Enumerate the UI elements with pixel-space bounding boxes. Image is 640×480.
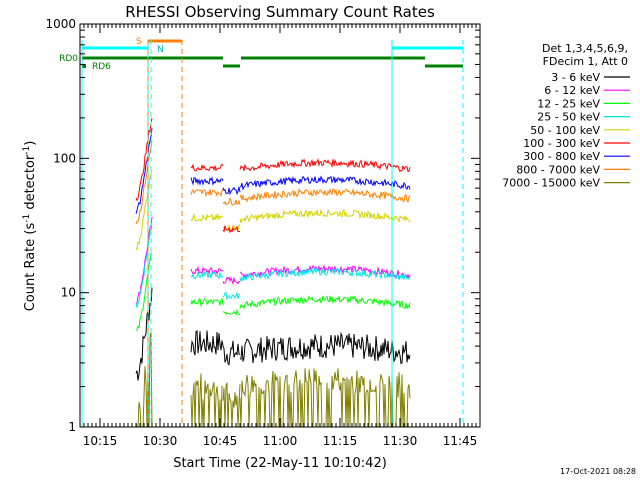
series-trace — [239, 208, 411, 224]
y-tick-label: 100 — [53, 151, 76, 165]
series-trace — [222, 225, 241, 234]
legend-label: 300 - 800 keV — [523, 150, 600, 163]
series-trace — [190, 271, 224, 280]
series-trace — [135, 140, 153, 225]
chart-title: RHESSI Observing Summary Count Rates — [125, 3, 435, 21]
series-2 — [135, 252, 411, 331]
rd6-marker — [82, 64, 86, 68]
x-tick-label: 10:30 — [143, 434, 178, 448]
series-trace — [190, 188, 224, 198]
legend-label: 100 - 300 keV — [523, 137, 600, 150]
series-trace — [135, 128, 153, 214]
x-tick-label: 10:45 — [203, 434, 238, 448]
series-0 — [135, 287, 411, 381]
legend-label: 7000 - 15000 keV — [502, 177, 600, 190]
series-trace — [239, 175, 411, 191]
legend-label: 6 - 12 keV — [544, 84, 600, 97]
night-label: N — [157, 45, 164, 55]
series-trace — [135, 287, 153, 381]
x-tick-label: 11:15 — [323, 434, 358, 448]
y-axis-label: Count Rate (s-1 detector-1) — [22, 141, 38, 312]
series-trace — [135, 170, 153, 252]
tick-layer: 1 10 100 1000 10:15 10:30 10:45 11:00 11:15 11:30… — [45, 17, 480, 448]
series-5 — [135, 117, 411, 234]
rd0-label: RD0 — [59, 54, 78, 64]
rd6-label: RD6 — [92, 62, 111, 72]
series-trace — [135, 225, 153, 310]
series-trace — [135, 117, 153, 202]
series-trace — [239, 295, 411, 310]
series-trace — [222, 291, 241, 300]
series-trace — [190, 297, 224, 308]
series-trace — [239, 331, 411, 365]
x-tick-label: 10:15 — [83, 434, 118, 448]
legend-label: 25 - 50 keV — [537, 111, 600, 124]
series-6 — [135, 128, 411, 214]
series-trace — [222, 186, 241, 196]
footer-date: 17-Oct-2021 08:28 — [560, 467, 636, 476]
saa-label: S — [136, 37, 142, 47]
x-axis-label: Start Time (22-May-11 10:10:42) — [173, 456, 387, 471]
legend-header-2: FDecim 1, Att 0 — [543, 55, 628, 68]
series-trace — [239, 187, 411, 203]
series-trace — [222, 197, 241, 206]
legend-label: 50 - 100 keV — [530, 124, 600, 137]
series-trace — [190, 329, 224, 356]
x-tick-label: 11:45 — [443, 434, 478, 448]
series-trace — [190, 212, 224, 222]
x-tick-label: 11:00 — [263, 434, 298, 448]
y-tick-label: 1 — [68, 420, 76, 434]
series-trace — [222, 308, 241, 316]
legend-label: 800 - 7000 keV — [516, 163, 600, 176]
series-trace — [222, 276, 240, 286]
series-trace — [190, 373, 224, 428]
series-trace — [239, 158, 411, 173]
y-tick-label: 10 — [61, 286, 76, 300]
series-trace — [239, 264, 411, 281]
series-trace — [135, 331, 153, 428]
series-trace — [135, 252, 153, 331]
series-trace — [190, 176, 224, 187]
y-tick-label: 1000 — [45, 17, 76, 31]
series-trace — [190, 163, 224, 172]
series-7 — [135, 140, 411, 225]
legend-header-1: Det 1,3,4,5,6,9, — [542, 42, 628, 55]
series-trace — [222, 381, 241, 428]
flag-layer: RD0 RD6 S N — [59, 37, 464, 427]
series-3 — [135, 225, 411, 310]
series-trace — [222, 340, 241, 366]
series-1 — [135, 216, 411, 305]
legend-label: 3 - 6 keV — [551, 71, 600, 84]
x-tick-label: 11:30 — [383, 434, 418, 448]
series-trace — [239, 266, 411, 282]
data-layer — [135, 117, 411, 428]
series-trace — [239, 368, 411, 428]
legend-label: 12 - 25 keV — [537, 97, 600, 110]
